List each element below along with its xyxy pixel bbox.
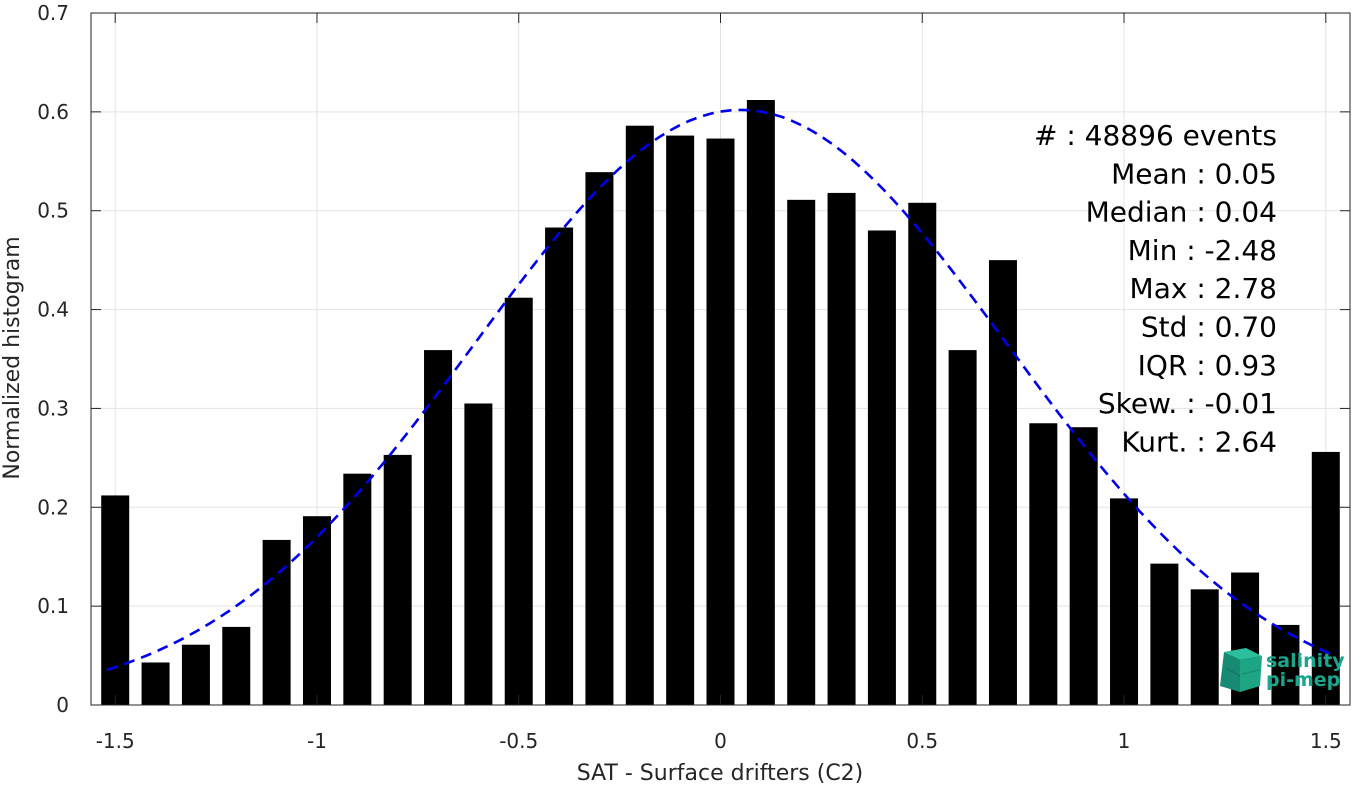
x-tick-label: 1.5 xyxy=(1310,729,1342,753)
histogram-bar xyxy=(1150,563,1179,705)
stat-line: Max : 2.78 xyxy=(1130,272,1277,305)
histogram-bar xyxy=(746,99,775,706)
y-tick-label: 0.4 xyxy=(37,298,69,322)
histogram-bar xyxy=(1110,498,1139,705)
x-tick-label: 0 xyxy=(714,729,727,753)
stat-line: Mean : 0.05 xyxy=(1111,157,1277,190)
histogram-bar xyxy=(1069,427,1098,705)
histogram-bar xyxy=(625,125,654,705)
y-tick-label: 0.7 xyxy=(37,1,69,25)
x-tick-label: -0.5 xyxy=(499,729,538,753)
stat-line: Median : 0.04 xyxy=(1086,196,1277,229)
histogram-bar xyxy=(827,192,856,706)
y-tick-labels: 0 0.1 0.2 0.3 0.4 0.5 0.6 0.7 xyxy=(37,1,69,717)
histogram-bar xyxy=(908,202,937,705)
y-tick-label: 0.6 xyxy=(37,100,69,124)
y-tick-label: 0.3 xyxy=(37,396,69,420)
histogram-bar xyxy=(1029,423,1058,705)
x-tick-label: -1 xyxy=(307,729,327,753)
histogram-bar xyxy=(545,227,574,705)
x-tick-labels: -1.5 -1 -0.5 0 0.5 1 1.5 xyxy=(96,729,1342,753)
histogram-bar xyxy=(302,516,331,705)
bars xyxy=(101,99,1340,706)
histogram-bar xyxy=(504,297,533,705)
stat-line: Skew. : -0.01 xyxy=(1098,387,1277,420)
stat-line: Kurt. : 2.64 xyxy=(1121,425,1277,458)
histogram-bar xyxy=(343,473,372,705)
stat-line: Min : -2.48 xyxy=(1128,234,1277,267)
stats-box: # : 48896 events Mean : 0.05 Median : 0.04… xyxy=(1034,119,1277,458)
salinity-pi-mep-logo: salinity pi-mep xyxy=(1220,648,1345,692)
histogram-bar xyxy=(787,199,816,705)
histogram-bar xyxy=(262,539,291,705)
stat-line: IQR : 0.93 xyxy=(1138,349,1277,382)
histogram-bar xyxy=(141,662,170,705)
x-axis-label: SAT - Surface drifters (C2) xyxy=(577,761,864,785)
x-tick-label: -1.5 xyxy=(96,729,135,753)
y-tick-label: 0 xyxy=(56,693,69,717)
histogram-bar xyxy=(424,350,453,705)
stat-line: Std : 0.70 xyxy=(1141,311,1277,344)
histogram-bar xyxy=(1311,451,1340,705)
histogram-bar xyxy=(181,644,210,705)
histogram-bar xyxy=(988,260,1017,705)
histogram-bar xyxy=(585,172,614,705)
histogram-bar xyxy=(101,495,130,705)
histogram-bar xyxy=(464,403,493,705)
histogram-bar xyxy=(867,230,896,705)
histogram-bar xyxy=(948,350,977,705)
gaussian-fit-curve xyxy=(106,108,1335,672)
logo-text-salinity: salinity xyxy=(1266,650,1345,672)
histogram-bar xyxy=(706,138,735,705)
y-tick-label: 0.5 xyxy=(37,199,69,223)
y-tick-label: 0.1 xyxy=(37,594,69,618)
histogram-bar xyxy=(1190,589,1219,705)
stat-line: # : 48896 events xyxy=(1034,119,1277,152)
histogram-bar xyxy=(383,454,412,705)
x-tick-label: 0.5 xyxy=(906,729,938,753)
logo-cube-icon xyxy=(1220,648,1262,692)
y-axis-label: Normalized histogram xyxy=(0,236,25,479)
histogram-bar xyxy=(666,135,695,705)
histogram-bar xyxy=(1271,624,1300,705)
histogram-bar xyxy=(222,626,251,705)
x-tick-label: 1 xyxy=(1118,729,1131,753)
axis-ticks xyxy=(91,12,1350,706)
logo-text-pi-mep: pi-mep xyxy=(1266,669,1340,691)
y-tick-label: 0.2 xyxy=(37,495,69,519)
